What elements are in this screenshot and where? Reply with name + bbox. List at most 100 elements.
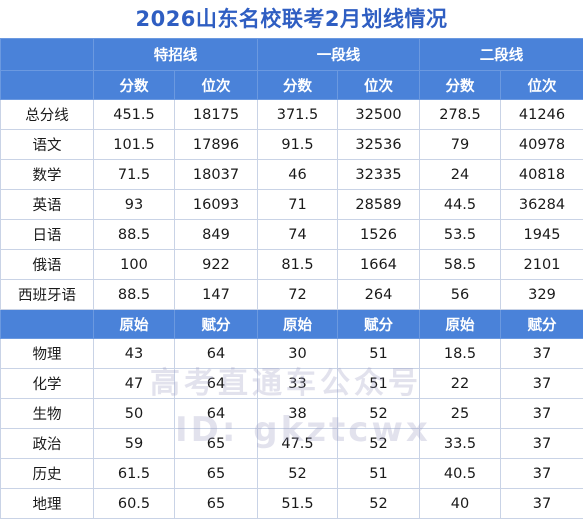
sub-header-row-bottom: 原始 赋分 原始 赋分 原始 赋分 [0,309,583,339]
value-cell: 147 [174,279,258,310]
value-cell: 56 [419,279,501,310]
value-cell: 51 [337,458,420,489]
group-header-special: 特招线 [93,38,258,71]
table-row: 数学 71.5 18037 46 32335 24 40818 [0,159,583,190]
group-header-row: 特招线 一段线 二段线 [0,38,583,71]
sub-header-cell: 原始 [93,309,175,339]
sub-header-cell: 位次 [174,70,258,100]
table-row: 生物 50 64 38 52 25 37 [0,398,583,429]
table-row: 物理 43 64 30 51 18.5 37 [0,338,583,369]
sub-header-row-top: 分数 位次 分数 位次 分数 位次 [0,70,583,100]
value-cell: 18.5 [419,338,501,369]
value-cell: 72 [257,279,338,310]
value-cell: 47.5 [257,428,338,459]
value-cell: 278.5 [419,99,501,130]
value-cell: 51.5 [257,488,338,519]
group-header-first: 一段线 [257,38,420,71]
value-cell: 40818 [500,159,583,190]
value-cell: 329 [500,279,583,310]
table-row: 语文 101.5 17896 91.5 32536 79 40978 [0,129,583,160]
value-cell: 849 [174,219,258,250]
value-cell: 36284 [500,189,583,220]
value-cell: 100 [93,249,175,280]
sub-header-cell: 位次 [500,70,583,100]
value-cell: 43 [93,338,175,369]
value-cell: 60.5 [93,488,175,519]
value-cell: 53.5 [419,219,501,250]
corner-cell [0,309,94,339]
sub-header-cell: 分数 [419,70,501,100]
subject-cell: 日语 [0,219,94,250]
value-cell: 28589 [337,189,420,220]
value-cell: 37 [500,458,583,489]
value-cell: 40978 [500,129,583,160]
value-cell: 41246 [500,99,583,130]
table-row: 西班牙语 88.5 147 72 264 56 329 [0,279,583,310]
value-cell: 37 [500,368,583,399]
sub-header-cell: 原始 [419,309,501,339]
table-body: 特招线 一段线 二段线 分数 位次 分数 位次 分数 位次 总分线 451.5 18… [0,38,583,519]
value-cell: 1664 [337,249,420,280]
table-row: 化学 47 64 33 51 22 37 [0,368,583,399]
value-cell: 30 [257,338,338,369]
value-cell: 17896 [174,129,258,160]
value-cell: 1526 [337,219,420,250]
value-cell: 371.5 [257,99,338,130]
value-cell: 33.5 [419,428,501,459]
value-cell: 51 [337,368,420,399]
subject-cell: 俄语 [0,249,94,280]
subject-cell: 生物 [0,398,94,429]
value-cell: 65 [174,428,258,459]
value-cell: 71 [257,189,338,220]
subject-cell: 物理 [0,338,94,369]
table-row: 日语 88.5 849 74 1526 53.5 1945 [0,219,583,250]
value-cell: 37 [500,338,583,369]
subject-cell: 英语 [0,189,94,220]
value-cell: 65 [174,488,258,519]
table-row: 总分线 451.5 18175 371.5 32500 278.5 41246 [0,99,583,130]
value-cell: 37 [500,398,583,429]
value-cell: 64 [174,398,258,429]
value-cell: 22 [419,368,501,399]
value-cell: 64 [174,338,258,369]
value-cell: 18175 [174,99,258,130]
value-cell: 37 [500,488,583,519]
sub-header-cell: 赋分 [337,309,420,339]
value-cell: 71.5 [93,159,175,190]
value-cell: 93 [93,189,175,220]
subject-cell: 语文 [0,129,94,160]
subject-cell: 化学 [0,368,94,399]
value-cell: 81.5 [257,249,338,280]
corner-cell [0,70,94,100]
sub-header-cell: 原始 [257,309,338,339]
value-cell: 24 [419,159,501,190]
value-cell: 40.5 [419,458,501,489]
value-cell: 91.5 [257,129,338,160]
subject-cell: 西班牙语 [0,279,94,310]
subject-cell: 地理 [0,488,94,519]
value-cell: 79 [419,129,501,160]
sub-header-cell: 分数 [257,70,338,100]
value-cell: 38 [257,398,338,429]
value-cell: 61.5 [93,458,175,489]
value-cell: 922 [174,249,258,280]
value-cell: 88.5 [93,219,175,250]
value-cell: 25 [419,398,501,429]
value-cell: 2101 [500,249,583,280]
value-cell: 46 [257,159,338,190]
value-cell: 16093 [174,189,258,220]
value-cell: 44.5 [419,189,501,220]
value-cell: 52 [337,428,420,459]
value-cell: 59 [93,428,175,459]
value-cell: 52 [337,488,420,519]
table-row: 地理 60.5 65 51.5 52 40 37 [0,488,583,519]
sub-header-cell: 赋分 [174,309,258,339]
value-cell: 264 [337,279,420,310]
value-cell: 51 [337,338,420,369]
value-cell: 32536 [337,129,420,160]
sub-header-cell: 位次 [337,70,420,100]
page-title: 2026山东名校联考2月划线情况 [0,0,583,38]
value-cell: 74 [257,219,338,250]
value-cell: 47 [93,368,175,399]
subject-cell: 政治 [0,428,94,459]
